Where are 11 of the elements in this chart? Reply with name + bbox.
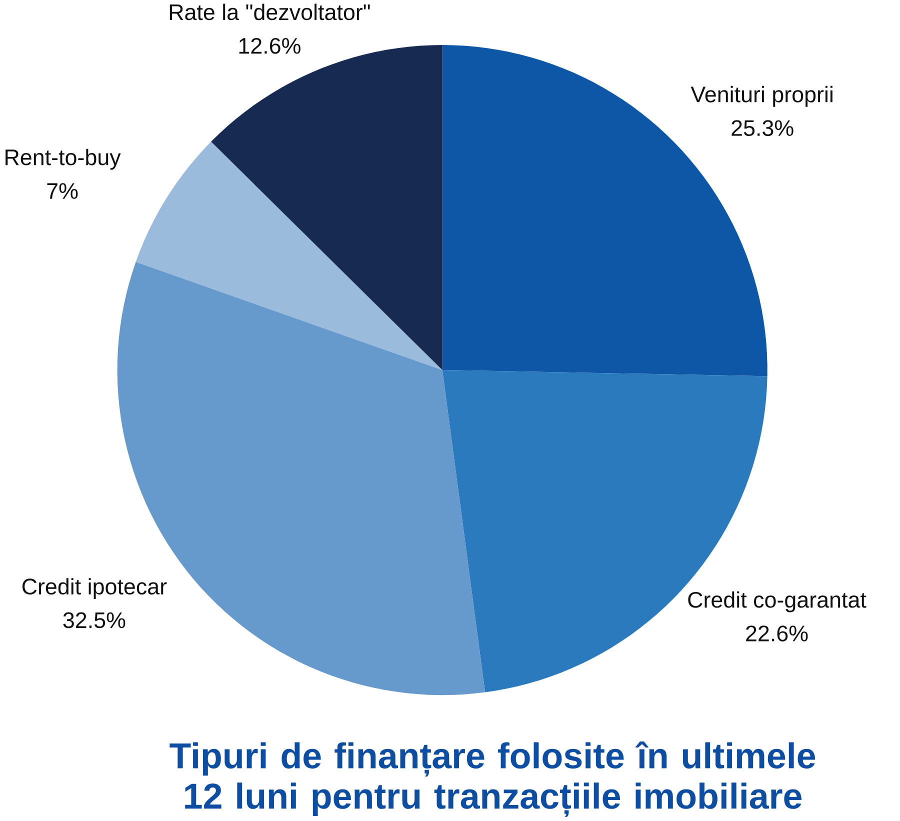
slice-label: Rent-to-buy xyxy=(6,149,121,170)
slice-label: Venituri proprii xyxy=(690,86,832,108)
slice-label: Rate la "dezvoltator" xyxy=(170,4,370,20)
data-label: 25.3% xyxy=(732,120,794,136)
data-label: 32.5% xyxy=(63,612,126,628)
slice-label: Credit ipotecar xyxy=(22,578,167,600)
slice-label: Credit co-garantat xyxy=(688,592,866,612)
data-label: 7% xyxy=(47,183,78,200)
data-label: 22.6% xyxy=(746,626,808,642)
text: Tipuri de finanțare folosite în ultimele 12 luni pentru tranzacțiile imobiliare xyxy=(170,742,816,818)
data-label: 12.6% xyxy=(239,38,300,54)
